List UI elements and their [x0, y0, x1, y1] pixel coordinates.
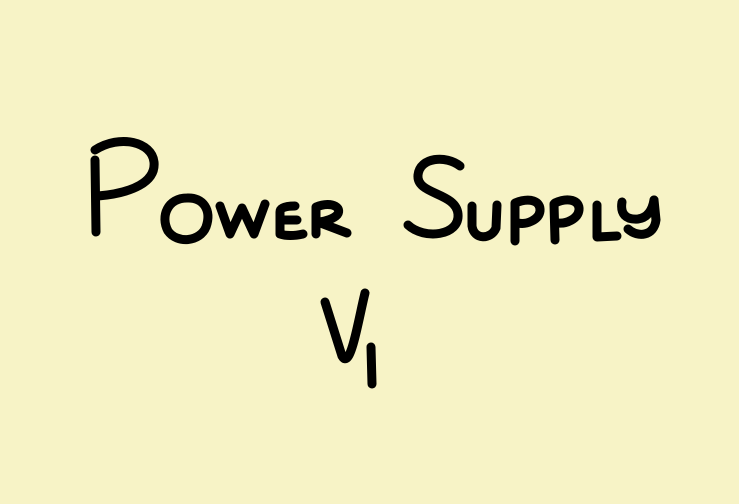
- letter-y-tail: [623, 195, 661, 239]
- digit-1: [366, 342, 377, 389]
- letter-l: [592, 200, 622, 242]
- letter-p2-bowl: [510, 195, 545, 228]
- letter-v: [320, 288, 370, 364]
- letter-o: [160, 193, 213, 244]
- letter-p3-bowl: [550, 195, 584, 228]
- letter-w: [215, 199, 270, 239]
- letter-r-bowl: [311, 199, 352, 238]
- letter-u: [467, 200, 502, 242]
- letter-s: [403, 154, 465, 239]
- letter-p-bowl: [90, 137, 159, 201]
